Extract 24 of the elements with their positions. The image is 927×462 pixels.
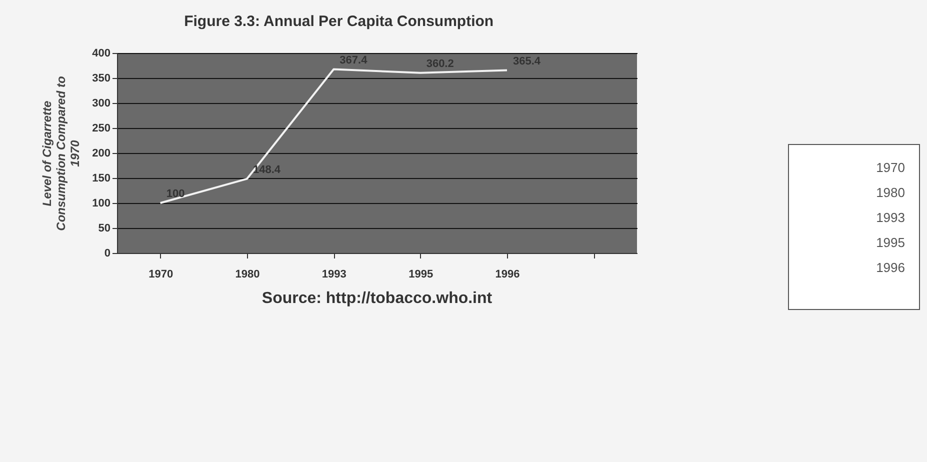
source-note: Source: http://tobacco.who.int (262, 290, 493, 307)
y-tick-label: 250 (92, 122, 110, 134)
x-tick-label: 1993 (322, 268, 346, 280)
data-label: 360.2 (426, 58, 454, 70)
y-tick-label: 0 (104, 248, 110, 260)
y-tick-label: 350 (92, 72, 110, 84)
y-tick-label: 50 (98, 222, 110, 234)
x-tick-label: 1980 (235, 268, 260, 280)
chart-title: Figure 3.3: Annual Per Capita Consumption (184, 13, 494, 30)
data-label: 365.4 (513, 55, 542, 68)
x-tick-label: 1995 (408, 268, 434, 280)
y-tick-label: 400 (92, 48, 110, 60)
x-tick-label: 1970 (148, 268, 174, 280)
data-label: 148.4 (253, 164, 282, 176)
data-label: 100 (166, 188, 185, 200)
line-series (159, 68, 508, 204)
y-tick-label: 200 (92, 148, 110, 160)
y-tick-label: 100 (92, 198, 110, 210)
y-tick-label: 150 (92, 172, 110, 184)
category-key-box: 1970 1980 1993 1995 1996 (788, 144, 920, 310)
y-tick-label: 300 (92, 98, 110, 110)
x-tick-label: 1996 (495, 268, 520, 280)
data-label: 367.4 (340, 54, 368, 66)
y-axis-title: Level of Cigarrette Consumption Compared to 1970 (40, 76, 82, 231)
